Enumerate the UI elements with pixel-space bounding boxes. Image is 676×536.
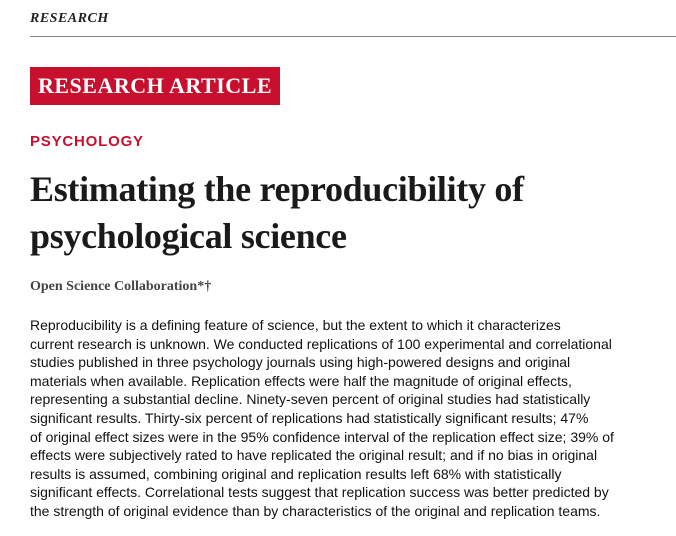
article-badge: RESEARCH ARTICLE — [30, 67, 280, 105]
abstract-line: the strength of original evidence than b… — [30, 503, 601, 519]
abstract-line: materials when available. Replication ef… — [30, 372, 572, 389]
category: PSYCHOLOGY — [30, 133, 144, 150]
abstract-line: results is assumed, combining original a… — [30, 465, 562, 482]
abstract-line: representing a substantial decline. Nine… — [30, 391, 591, 408]
title-line: psychological science — [30, 216, 347, 256]
abstract-line: effects were subjectively rated to have … — [30, 447, 598, 464]
abstract-line: current research is unknown. We conducte… — [30, 335, 612, 352]
abstract-line: significant effects. Correlational tests… — [30, 484, 609, 501]
section-label: RESEARCH — [30, 11, 109, 26]
abstract-line: of original effect sizes were in the 95%… — [30, 428, 614, 445]
authors: Open Science Collaboration*† — [30, 279, 212, 294]
abstract-line: studies published in three psychology jo… — [30, 354, 571, 371]
abstract-line: Reproducibility is a defining feature of… — [30, 317, 561, 333]
title-line: Estimating the reproducibility of — [30, 169, 524, 209]
header-rule — [30, 36, 676, 37]
abstract-line: significant results. Thirty-six percent … — [30, 410, 589, 426]
